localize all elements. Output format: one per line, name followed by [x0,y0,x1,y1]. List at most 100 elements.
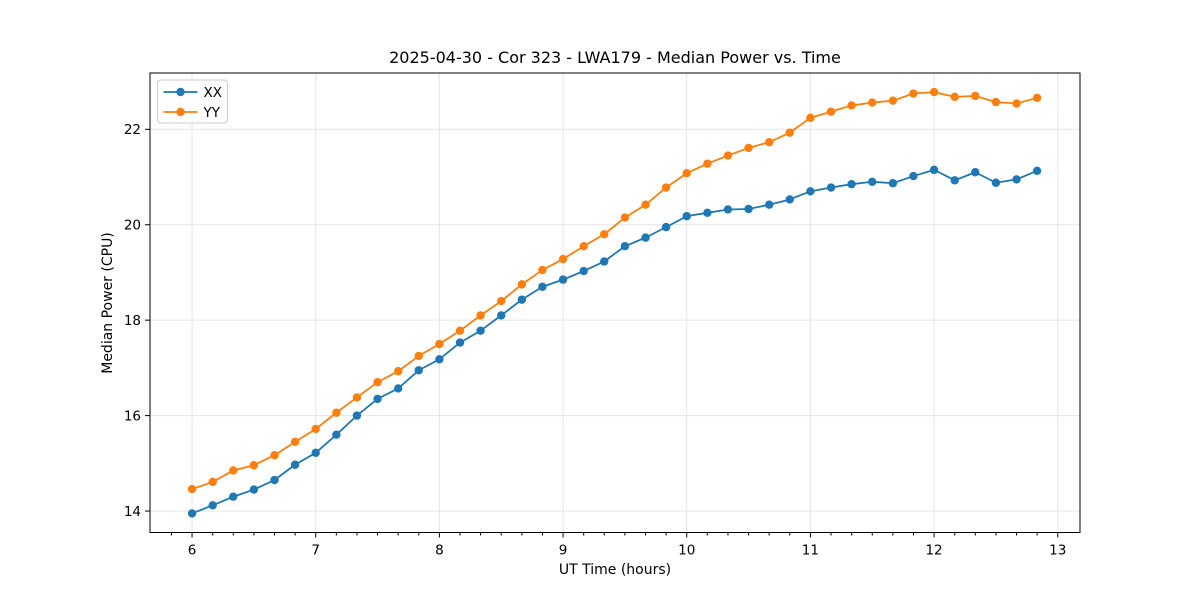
data-point [600,230,609,239]
data-point [661,183,671,192]
data-point [868,98,877,107]
data-point [950,92,959,102]
data-point [517,280,527,289]
data-point [538,282,547,291]
x-tick-label: 12 [925,543,942,559]
data-point [352,411,362,420]
data-point [476,326,485,335]
legend-marker [176,107,185,117]
data-point [558,275,568,284]
data-point [414,351,423,361]
data-point [476,311,485,320]
data-point [290,437,300,447]
data-point [579,266,588,276]
data-point [414,366,423,375]
data-point [868,177,877,186]
data-point [373,394,382,404]
legend-label-xx: XX [204,85,223,101]
data-point [208,477,217,487]
series-xx [187,165,1042,518]
data-point [991,97,1001,107]
data-point [497,311,506,320]
x-tick-label: 8 [435,543,444,559]
legend-marker [176,87,185,97]
data-point [187,484,197,494]
legend-label-yy: YY [203,105,221,121]
data-point [435,355,444,364]
data-point [332,408,341,417]
data-point [785,128,794,137]
data-point [929,165,939,175]
y-tick-label: 18 [124,313,141,329]
data-point [270,475,279,485]
data-point [888,179,898,188]
y-tick-label: 22 [124,122,141,138]
data-point [208,501,217,510]
data-point [641,233,650,242]
data-point [682,169,691,178]
series-xx-line [191,168,1038,515]
plot-border [149,72,1081,533]
data-point [723,151,733,160]
x-tick-label: 13 [1049,543,1066,559]
data-point [435,339,444,349]
data-point [888,96,898,105]
data-point [620,242,630,251]
data-point [847,101,856,110]
data-point [558,254,568,264]
x-tick-label: 7 [311,543,320,559]
data-point [785,195,794,204]
data-point [826,183,836,192]
data-point [929,87,939,97]
data-point [971,168,980,177]
x-tick-label: 10 [678,543,695,559]
data-point [249,461,259,470]
data-point [991,178,1001,187]
data-point [290,460,300,469]
data-point [703,208,712,218]
data-point [311,448,320,458]
data-point [703,159,712,168]
data-point [600,257,609,266]
y-tick-label: 20 [124,218,141,234]
data-point [270,451,279,460]
data-point [723,205,733,214]
legend-item-yy: YY [163,105,221,121]
data-point [352,393,362,402]
data-point [1032,166,1042,176]
data-point [765,200,774,209]
data-point [229,492,238,501]
y-tick-label: 14 [124,504,141,520]
data-point [1032,93,1042,103]
data-point [394,384,403,393]
data-point [187,509,197,518]
x-tick-label: 9 [559,543,568,559]
series-yy [187,87,1042,494]
data-point [579,242,588,251]
data-point [826,107,836,116]
data-point [249,485,259,494]
data-point [641,200,650,209]
data-point [538,265,547,275]
x-axis-label: UT Time (hours) [559,562,671,578]
grid [150,73,1080,533]
data-point [373,377,382,387]
series [187,87,1042,518]
legend-item-xx: XX [163,85,223,101]
data-point [682,211,691,221]
data-point [909,89,918,98]
legend: XX YY [157,79,228,124]
data-point [394,367,403,376]
data-point [806,113,815,123]
data-point [847,179,856,189]
data-point [332,430,341,439]
axes: 6 7 8 9 10 11 12 13 14 16 18 20 22 [124,72,1081,559]
data-point [455,326,465,335]
data-point [806,187,815,196]
data-point [311,424,320,434]
data-point [455,338,465,347]
y-tick-label: 16 [124,408,141,424]
data-point [229,466,238,475]
